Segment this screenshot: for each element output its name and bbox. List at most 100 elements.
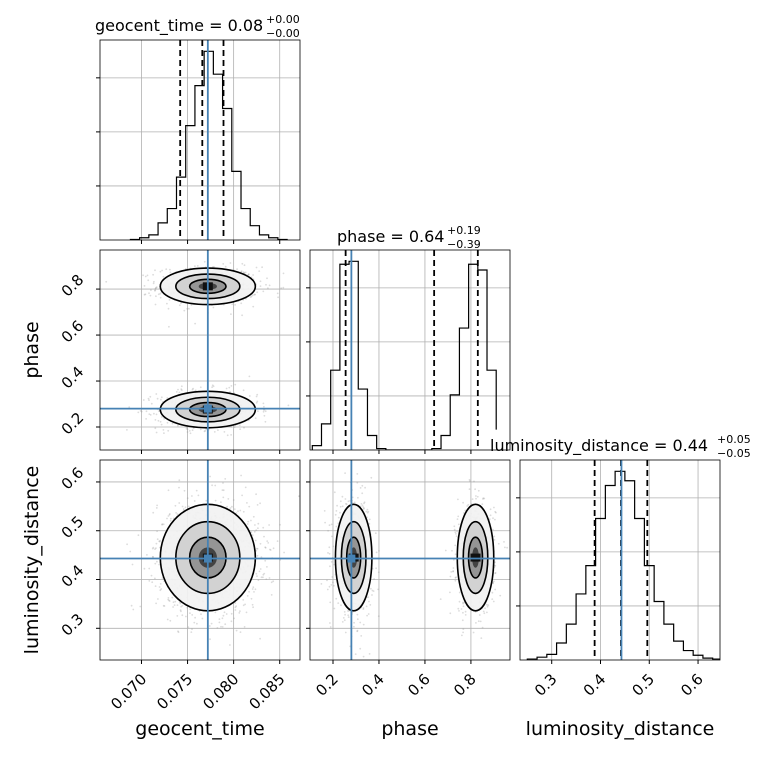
scatter-point: [270, 594, 273, 596]
scatter-point: [494, 564, 497, 567]
scatter-point: [266, 540, 269, 542]
scatter-point: [217, 429, 219, 431]
scatter-point: [453, 528, 456, 531]
scatter-point: [152, 282, 155, 285]
scatter-point: [178, 486, 180, 489]
scatter-point: [454, 544, 457, 547]
scatter-point: [454, 531, 457, 534]
scatter-point: [190, 631, 193, 633]
scatter-point: [229, 262, 232, 264]
scatter-point: [131, 563, 134, 566]
scatter-point: [363, 501, 366, 504]
scatter-point: [262, 573, 265, 576]
scatter-point: [204, 429, 207, 432]
scatter-point: [344, 631, 347, 634]
scatter-point: [146, 554, 148, 556]
scatter-point: [368, 600, 370, 603]
scatter-point: [220, 625, 222, 628]
scatter-point: [362, 608, 365, 610]
scatter-point: [150, 289, 152, 291]
xlabel-phase: phase: [381, 718, 438, 740]
scatter-point: [181, 505, 184, 508]
scatter-point: [347, 614, 350, 617]
scatter-point: [469, 480, 471, 483]
scatter-point: [374, 532, 377, 535]
scatter-point: [214, 484, 217, 487]
scatter-point: [279, 559, 282, 561]
scatter-point: [178, 479, 181, 482]
scatter-point: [130, 604, 133, 607]
ylabel-luminosity-distance: luminosity_distance: [21, 466, 43, 655]
scatter-point: [177, 424, 179, 427]
scatter-point: [359, 487, 362, 489]
scatter-point: [493, 535, 496, 538]
scatter-point: [147, 397, 150, 400]
scatter-point: [155, 286, 157, 289]
scatter-point: [331, 535, 333, 538]
scatter-point: [255, 493, 257, 496]
scatter-point: [197, 494, 200, 497]
scatter-point: [179, 602, 182, 605]
scatter-point: [105, 280, 108, 283]
scatter-point: [353, 621, 355, 624]
scatter-point: [158, 563, 161, 566]
scatter-point: [458, 600, 461, 603]
scatter-point: [257, 410, 259, 412]
scatter-point: [268, 524, 270, 526]
scatter-point: [193, 500, 196, 502]
scatter-point: [184, 506, 187, 509]
scatter-point: [218, 621, 221, 624]
scatter-point: [252, 294, 254, 296]
scatter-point: [362, 508, 365, 510]
scatter-point: [251, 534, 254, 537]
scatter-point: [155, 286, 158, 289]
scatter-point: [154, 287, 157, 290]
scatter-point: [282, 286, 285, 289]
density-peak: [470, 553, 481, 562]
scatter-point: [225, 387, 228, 390]
scatter-point: [328, 524, 331, 527]
scatter-point: [148, 292, 150, 295]
scatter-point: [191, 628, 193, 631]
scatter-point: [162, 604, 165, 607]
scatter-point: [154, 577, 156, 580]
scatter-point: [475, 497, 477, 500]
scatter-point: [256, 575, 258, 577]
scatter-point: [267, 287, 269, 290]
scatter-point: [452, 570, 455, 572]
scatter-point: [262, 290, 265, 293]
scatter-point: [483, 612, 486, 615]
truth-marker: [347, 554, 356, 563]
scatter-point: [372, 590, 375, 592]
scatter-point: [269, 548, 271, 551]
scatter-point: [489, 508, 492, 511]
scatter-point: [367, 510, 370, 513]
scatter-point: [222, 263, 225, 265]
contour-line: [340, 520, 367, 595]
scatter-point: [161, 269, 164, 272]
scatter-point: [165, 268, 168, 271]
scatter-point: [373, 578, 375, 580]
scatter-point: [212, 385, 215, 388]
scatter-point: [203, 260, 206, 263]
scatter-point: [482, 497, 485, 500]
scatter-point: [335, 525, 338, 528]
scatter-point: [494, 588, 497, 591]
scatter-point: [479, 620, 482, 623]
scatter-point: [172, 606, 175, 608]
scatter-point: [329, 601, 332, 604]
scatter-point: [262, 576, 264, 579]
scatter-point: [257, 522, 260, 525]
scatter-point: [246, 595, 249, 597]
scatter-point: [158, 586, 161, 588]
scatter-point: [444, 549, 447, 552]
scatter-point: [214, 611, 217, 614]
scatter-point: [356, 629, 359, 632]
scatter-point: [167, 489, 170, 492]
scatter-point: [175, 512, 178, 514]
scatter-point: [361, 504, 364, 507]
scatter-point: [129, 550, 132, 553]
truth-marker: [203, 404, 212, 413]
scatter-point: [224, 265, 227, 268]
scatter-point: [247, 273, 250, 276]
